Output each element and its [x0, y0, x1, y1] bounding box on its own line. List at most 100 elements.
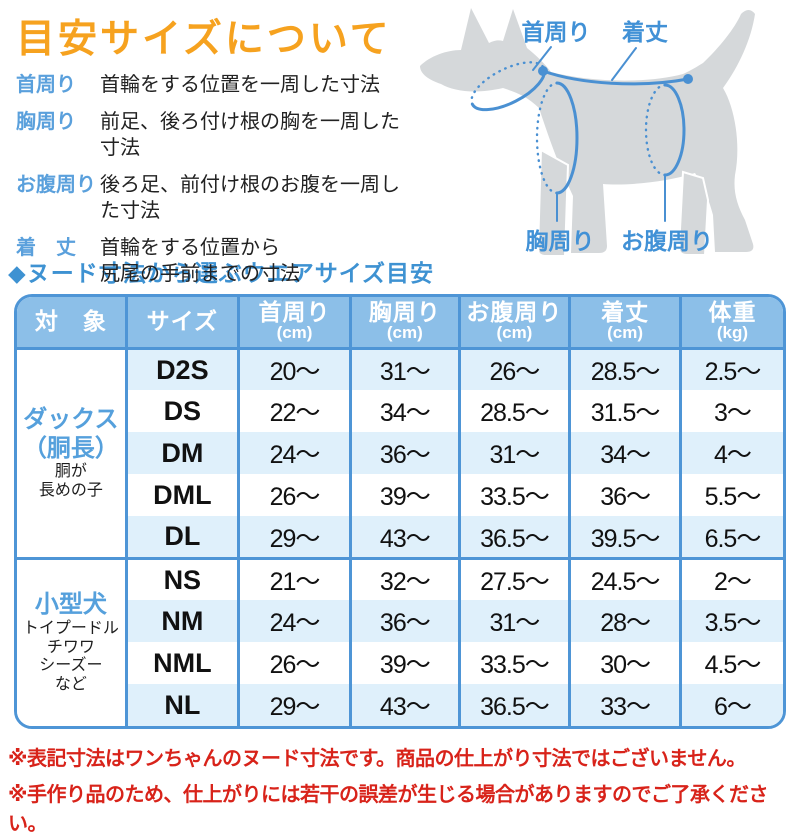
belly-value-cell: 33.5～ — [457, 642, 570, 685]
footnote: ※手作り品のため、仕上がりには若干の誤差が生じる場合がありますのでご了承ください… — [8, 784, 768, 836]
diagram-label-chest: 胸周り — [526, 228, 595, 254]
dog-far-hind-leg — [677, 170, 710, 256]
size-code-cell: NL — [124, 684, 239, 727]
column-header-label: サイズ — [146, 307, 218, 334]
diagram-label-belly: お腹周り — [621, 228, 713, 254]
length-value-cell: 24.5～ — [568, 556, 681, 601]
chest-ellipse — [535, 81, 579, 195]
table-row: NL 29～ 43～ 36.5～ 33～ 6～ — [17, 684, 783, 727]
size-code-cell: D2S — [124, 348, 239, 391]
size-code-cell: DML — [124, 474, 239, 517]
dog-silhouette-graphic — [420, 8, 755, 257]
neck-value-cell: 22～ — [236, 390, 351, 433]
chest-value-cell: 36～ — [349, 600, 460, 643]
back-line-end-dot — [683, 74, 693, 84]
chest-value-cell: 36～ — [349, 432, 460, 475]
chest-value-cell: 32～ — [349, 556, 460, 601]
legend-desc: 後ろ足、前付け根のお腹を一周した寸法 — [100, 172, 416, 224]
table-row: DML 26～ 39～ 33.5～ 36～ 5.5～ — [17, 474, 783, 517]
belly-value-cell: 26～ — [457, 348, 570, 391]
length-pointer-line — [611, 47, 637, 81]
belly-value-cell: 33.5～ — [457, 474, 570, 517]
weight-value-cell: 3～ — [678, 390, 783, 433]
target-group-name: 小型犬 — [34, 591, 107, 619]
target-group-note: など — [54, 676, 87, 694]
header-section: 目安サイズについて 首周り 首輪をする位置を一周した寸法 胸周り 前足、後ろ付け根の胸… — [0, 0, 800, 285]
chest-value-cell: 34～ — [349, 390, 460, 433]
length-value-cell: 39.5～ — [568, 516, 681, 559]
column-header-unit: (kg) — [716, 323, 749, 343]
legend-desc-line: 首輪をする位置から — [100, 237, 280, 259]
column-header-label: 首周り — [258, 299, 331, 325]
chest-value-cell: 31～ — [349, 348, 460, 391]
column-header: 着丈 (cm) — [568, 297, 681, 350]
chest-value-cell: 39～ — [349, 642, 460, 685]
chest-value-cell: 43～ — [349, 516, 460, 559]
column-header-unit: (cm) — [276, 323, 313, 343]
target-group-cell: 小型犬 トイプードル チワワ シーズー など — [17, 556, 127, 727]
column-header: 首周り (cm) — [236, 297, 351, 350]
size-table-header: 対 象サイズ 首周り (cm) 胸周り (cm) お腹周り (cm) 着丈 (cm) 体重 (kg) — [17, 297, 783, 350]
legend-item: 着 丈 首輪をする位置から 尻尾の手前までの寸法 — [16, 235, 416, 287]
legend-item: 胸周り 前足、後ろ付け根の胸を一周した寸法 — [16, 109, 416, 161]
neck-value-cell: 20～ — [236, 348, 351, 391]
legend-term: 胸周り — [16, 111, 76, 133]
size-table: 対 象サイズ 首周り (cm) 胸周り (cm) お腹周り (cm) 着丈 (cm) 体重 (kg)… — [17, 297, 783, 727]
footnote: ※表記寸法はワンちゃんのヌード寸法です。商品の仕上がり寸法ではございません。 — [8, 748, 746, 771]
table-row: DL 29～ 43～ 36.5～ 39.5～ 6.5～ — [17, 516, 783, 559]
neck-value-cell: 21～ — [236, 556, 351, 601]
column-header-unit: (cm) — [607, 323, 644, 343]
column-header-label: 胸周り — [368, 299, 441, 325]
belly-value-cell: 31～ — [457, 432, 570, 475]
chest-value-cell: 43～ — [349, 684, 460, 727]
target-group-note: シーズー — [39, 657, 103, 675]
dog-measurement-diagram: 首周り 着丈 胸周り お腹周り — [420, 8, 755, 257]
legend-desc: 前足、後ろ付け根の胸を一周した寸法 — [100, 109, 416, 161]
size-code-cell: NM — [124, 600, 239, 643]
column-header-unit: (cm) — [386, 323, 423, 343]
table-row: NML 26～ 39～ 33.5～ 30～ 4.5～ — [17, 642, 783, 685]
size-table-section-title: ◆ヌード寸法から選ぶウエアサイズ目安 — [8, 260, 434, 286]
weight-value-cell: 3.5～ — [678, 600, 783, 643]
column-header-unit: (cm) — [496, 323, 533, 343]
column-header: 対 象 — [17, 297, 127, 350]
length-value-cell: 30～ — [568, 642, 681, 685]
length-value-cell: 34～ — [568, 432, 681, 475]
length-value-cell: 28.5～ — [568, 348, 681, 391]
size-code-cell: NS — [124, 556, 239, 601]
back-length-line — [541, 69, 690, 86]
size-code-cell: NML — [124, 642, 239, 685]
neck-value-cell: 24～ — [236, 600, 351, 643]
size-table-header-row: 対 象サイズ 首周り (cm) 胸周り (cm) お腹周り (cm) 着丈 (cm) 体重 (kg) — [17, 297, 783, 350]
table-row: NM 24～ 36～ 31～ 28～ 3.5～ — [17, 600, 783, 643]
legend-item: 首周り 首輪をする位置を一周した寸法 — [16, 72, 416, 98]
weight-value-cell: 6～ — [678, 684, 783, 727]
measurement-legend: 首周り 首輪をする位置を一周した寸法 胸周り 前足、後ろ付け根の胸を一周した寸法 お腹周… — [16, 72, 416, 298]
target-group-name: （胴長） — [22, 434, 119, 462]
length-value-cell: 33～ — [568, 684, 681, 727]
belly-value-cell: 31～ — [457, 600, 570, 643]
column-header: サイズ — [124, 297, 239, 350]
legend-desc-line: 首輪をする位置を一周した寸法 — [100, 74, 380, 96]
dog-far-front-leg — [536, 148, 570, 257]
weight-value-cell: 2.5～ — [678, 348, 783, 391]
column-header-label: お腹周り — [466, 299, 563, 325]
legend-desc: 首輪をする位置を一周した寸法 — [100, 72, 380, 98]
size-code-cell: DM — [124, 432, 239, 475]
legend-term: 首周り — [16, 74, 76, 96]
page-title: 目安サイズについて — [16, 18, 392, 61]
size-table-body: ダックス （胴長） 胴が 長めの子 D2S 20～ 31～ 26～ 28.5～ 2.5～ DS 22～… — [17, 348, 783, 727]
neck-value-cell: 26～ — [236, 474, 351, 517]
legend-desc-line: 前足、後ろ付け根の胸を一周した寸法 — [100, 111, 400, 159]
column-header-label: 対 象 — [34, 307, 107, 334]
table-row: DS 22～ 34～ 28.5～ 31.5～ 3～ — [17, 390, 783, 433]
back-line-start-dot — [538, 66, 548, 76]
footnotes: ※表記寸法はワンちゃんのヌード寸法です。商品の仕上がり寸法ではございません。 ※手… — [8, 742, 800, 836]
target-group-cell: ダックス （胴長） 胴が 長めの子 — [17, 348, 127, 559]
diagram-label-neck: 首周り — [522, 19, 591, 45]
neck-value-cell: 26～ — [236, 642, 351, 685]
target-group-note: 胴が — [54, 462, 87, 480]
weight-value-cell: 2～ — [678, 556, 783, 601]
diagram-label-length: 着丈 — [622, 19, 668, 45]
column-header-label: 着丈 — [601, 299, 650, 325]
